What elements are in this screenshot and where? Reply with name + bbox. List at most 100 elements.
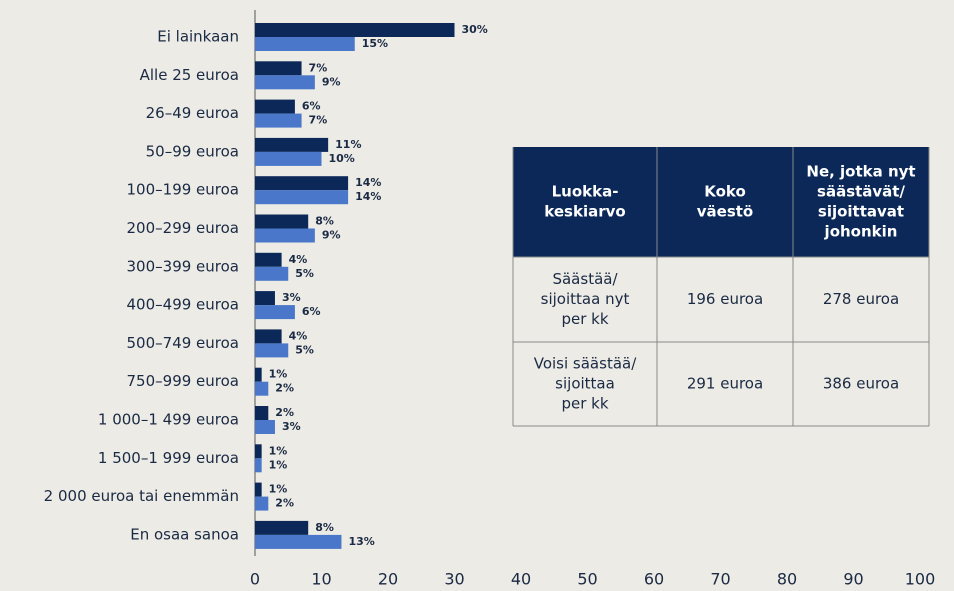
value-label: 1% <box>269 483 288 496</box>
value-label: 9% <box>322 229 341 242</box>
bar <box>255 534 342 549</box>
y-tick-label: 1 000–1 499 euroa <box>98 411 239 429</box>
table-header-text: säästävät/ <box>817 183 905 201</box>
value-label: 30% <box>462 23 488 36</box>
bar <box>255 151 322 166</box>
value-label: 14% <box>355 190 381 203</box>
table-header-text: Koko <box>704 183 746 201</box>
table-cell-text: 386 euroa <box>823 375 899 393</box>
value-label: 9% <box>322 75 341 88</box>
table-header-text: sijoittavat <box>818 203 904 221</box>
y-tick-label: 100–199 euroa <box>127 181 239 199</box>
table-header-text: johonkin <box>824 223 898 241</box>
table-header-text: väestö <box>697 203 753 221</box>
value-label: 5% <box>295 267 314 280</box>
bar <box>255 266 289 281</box>
value-label: 14% <box>355 176 381 189</box>
x-tick-label: 40 <box>511 570 531 589</box>
bar <box>255 99 295 114</box>
x-tick-label: 30 <box>444 570 464 589</box>
table-cell-text: sijoittaa <box>555 375 615 393</box>
bar <box>255 228 315 243</box>
bar <box>255 252 282 267</box>
y-tick-label: 1 500–1 999 euroa <box>98 449 239 467</box>
bar <box>255 343 289 358</box>
y-tick-label: En osaa sanoa <box>130 525 239 543</box>
bar <box>255 496 269 511</box>
y-tick-label: Ei lainkaan <box>157 28 239 46</box>
bar <box>255 420 275 434</box>
bar <box>255 137 329 152</box>
table-header-text: keskiarvo <box>544 203 625 221</box>
bar <box>255 381 269 396</box>
x-tick-label: 10 <box>311 570 331 589</box>
value-label: 7% <box>309 114 328 127</box>
y-tick-label: 300–399 euroa <box>127 257 239 275</box>
bar <box>255 367 262 382</box>
y-tick-label: 50–99 euroa <box>146 142 239 160</box>
value-label: 4% <box>289 329 308 342</box>
bar <box>255 329 282 344</box>
bar <box>255 406 269 420</box>
table-cell-text: 196 euroa <box>687 290 763 308</box>
x-tick-label: 20 <box>378 570 398 589</box>
x-tick-label: 80 <box>777 570 797 589</box>
value-label: 15% <box>362 37 388 50</box>
table-cell-text: 278 euroa <box>823 290 899 308</box>
table-cell-text: per kk <box>561 395 608 413</box>
value-label: 3% <box>282 291 301 304</box>
y-tick-label: 750–999 euroa <box>127 372 239 390</box>
table-cell-text: 291 euroa <box>687 375 763 393</box>
y-tick-label: 500–749 euroa <box>127 334 239 352</box>
value-label: 6% <box>302 100 321 113</box>
table-header <box>513 147 929 257</box>
bar <box>255 482 262 497</box>
value-label: 2% <box>275 406 294 419</box>
value-label: 6% <box>302 305 321 318</box>
value-label: 1% <box>269 368 288 381</box>
table-header-text: Luokka- <box>552 183 619 201</box>
table-cell-text: Voisi säästää/ <box>534 355 637 373</box>
x-tick-label: 50 <box>577 570 597 589</box>
value-label: 8% <box>315 215 334 228</box>
bar <box>255 305 295 320</box>
table-cell-text: per kk <box>561 310 608 328</box>
y-tick-label: 400–499 euroa <box>127 296 239 314</box>
bar <box>255 214 309 229</box>
bar <box>255 190 349 205</box>
value-label: 11% <box>335 138 361 151</box>
x-tick-label: 90 <box>843 570 863 589</box>
bar <box>255 291 275 306</box>
y-tick-label: Alle 25 euroa <box>140 66 239 84</box>
y-tick-label: 26–49 euroa <box>146 104 239 122</box>
table-cell-text: sijoittaa nyt <box>541 290 630 308</box>
value-label: 2% <box>275 382 294 395</box>
value-label: 4% <box>289 253 308 266</box>
bar <box>255 444 262 459</box>
value-label: 3% <box>282 420 301 433</box>
value-label: 7% <box>309 61 328 74</box>
y-tick-label: 2 000 euroa tai enemmän <box>44 487 239 505</box>
value-label: 2% <box>275 497 294 510</box>
x-tick-label: 100 <box>905 570 936 589</box>
x-tick-label: 0 <box>250 570 260 589</box>
table-cell-text: Säästää/ <box>552 270 618 288</box>
value-label: 13% <box>348 535 374 548</box>
table-header-text: Ne, jotka nyt <box>806 163 915 181</box>
value-label: 5% <box>295 343 314 356</box>
x-tick-label: 60 <box>644 570 664 589</box>
value-label: 1% <box>269 444 288 457</box>
value-label: 10% <box>329 152 355 165</box>
bar <box>255 75 315 90</box>
bar <box>255 113 302 128</box>
x-tick-label: 70 <box>710 570 730 589</box>
bar <box>255 23 455 37</box>
bar <box>255 520 309 535</box>
bar <box>255 458 262 473</box>
value-label: 8% <box>315 521 334 534</box>
y-tick-label: 200–299 euroa <box>127 219 239 237</box>
value-label: 1% <box>269 458 288 471</box>
bar <box>255 37 355 51</box>
bar <box>255 176 349 191</box>
